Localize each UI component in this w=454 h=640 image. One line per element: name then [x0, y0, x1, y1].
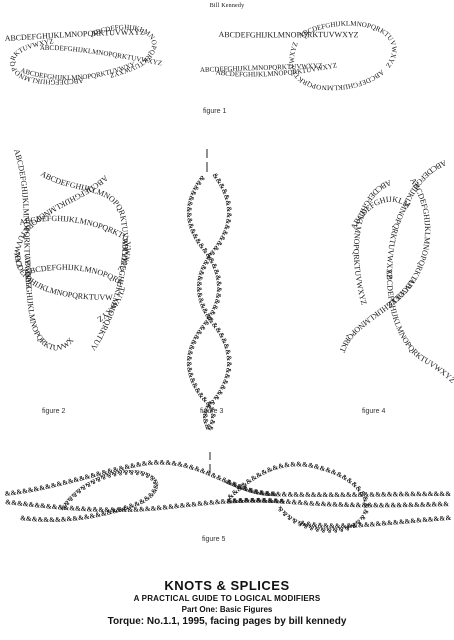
rope-strand: ABCDEFGHIJKLMNOPQRKTUVWXYZ [385, 269, 454, 385]
rope-strand: ABCDEFGHIJKLMNOPQRKTUVWXYZ [385, 158, 448, 279]
figure-1-knot: ABCDEFGHIJKLMNOPQRKTUVWXYZ ABCDEFGHIJKLM… [0, 0, 398, 92]
svg-text:ABCDEFGHIJKLMNOPQRKTUVWXYZ: ABCDEFGHIJKLMNOPQRKTUVWXYZ [40, 44, 163, 68]
svg-text:ABCDEFGHIJKLMNOPQRKTUVWXYZ: ABCDEFGHIJKLMNOPQRKTUVWXYZ [0, 0, 417, 354]
credit-line: Torque: No.1.1, 1995, facing pages by bi… [107, 616, 347, 627]
rope-strand: ABCDEFGHIJKLMNOPQRKTUVWXYZ [218, 30, 358, 40]
rope-strand: ABCDEFGHIJKLMNOPQRKTUVWXYZ [0, 0, 417, 354]
rope-strand: ABCDEFGHIJKLMNOPQRKTUVWXYZ [297, 20, 398, 70]
rope-strand: ABCDEFGHIJKLMNOPQRKTUVWXYZ [40, 44, 163, 68]
svg-text:ABCDEFGHIJKLMNOPQRKTUVWXYZ: ABCDEFGHIJKLMNOPQRKTUVWXYZ [385, 269, 454, 385]
svg-text:ABCDEFGHIJKLMNOPQRKTUVWXYZ: ABCDEFGHIJKLMNOPQRKTUVWXYZ [297, 20, 398, 70]
page-subtitle: A PRACTICAL GUIDE TO LOGICAL MODIFIERS [133, 594, 321, 603]
part-heading: Part One: Basic Figures [181, 605, 273, 614]
figure-1-caption: figure 1 [203, 108, 227, 115]
svg-text:ABCDEFGHIJKLMNOPQRKTUVWXYZ: ABCDEFGHIJKLMNOPQRKTUVWXYZ [0, 0, 76, 353]
figure-5-caption: figure 5 [202, 536, 226, 543]
figure-3-caption: figure 3 [200, 408, 224, 415]
rope-strand: ABCDEFGHIJKLMNOPQRKTUVWXYZ [0, 0, 76, 353]
author-header: Bill Kennedy [209, 3, 245, 9]
figure-3-knot: &&&&&&&&&&&&&&&&&&&&&&&&&&&&&&&&&&&&&&&&… [185, 149, 233, 433]
page-title: KNOTS & SPLICES [164, 578, 290, 593]
figure-2-caption: figure 2 [42, 408, 66, 415]
svg-text:ABCDEFGHIJKLMNOPQRKTUVWXYZ: ABCDEFGHIJKLMNOPQRKTUVWXYZ [218, 30, 358, 40]
figure-4-caption: figure 4 [362, 408, 386, 415]
svg-text:ABCDEFGHIJKLMNOPQRKTUVWXYZ: ABCDEFGHIJKLMNOPQRKTUVWXYZ [385, 158, 448, 279]
